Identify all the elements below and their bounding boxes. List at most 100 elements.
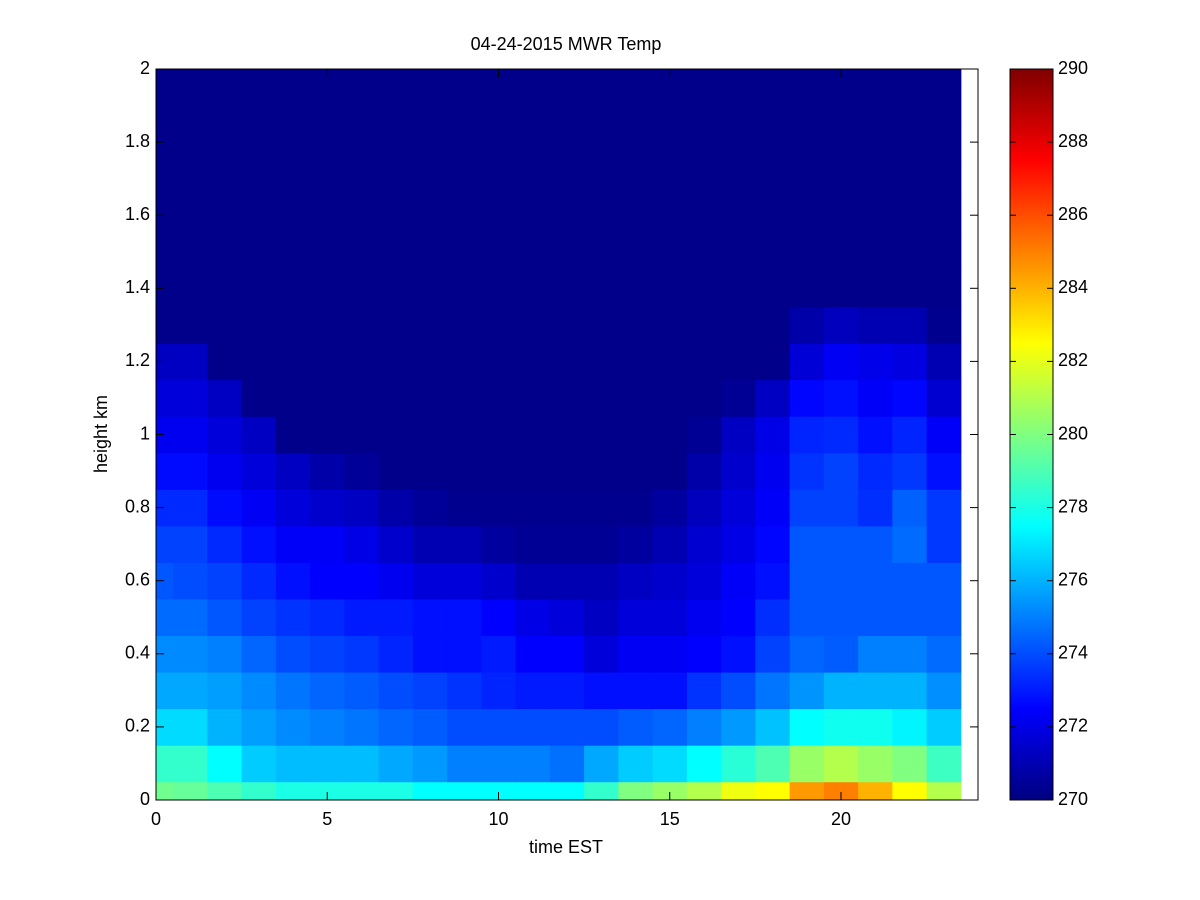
- heatmap-cell: [789, 781, 825, 801]
- heatmap-cell: [926, 781, 962, 801]
- heatmap-cell: [584, 196, 619, 234]
- y-tick-label: 0.6: [125, 569, 150, 589]
- heatmap-cell: [652, 708, 688, 746]
- heatmap-cell: [823, 343, 859, 381]
- heatmap-cell: [310, 635, 345, 673]
- heatmap-cell: [823, 233, 859, 271]
- heatmap-cell: [549, 87, 585, 125]
- heatmap-cell: [156, 233, 174, 271]
- y-tick-label: 1.8: [125, 131, 150, 151]
- heatmap-cell: [344, 123, 380, 161]
- heatmap-cell: [549, 416, 585, 454]
- heatmap-cell: [481, 525, 517, 563]
- heatmap-cell: [241, 598, 277, 637]
- heatmap-cell: [207, 196, 243, 234]
- heatmap-cell: [412, 160, 448, 198]
- heatmap-cell: [721, 69, 756, 88]
- heatmap-cell: [584, 160, 619, 198]
- heatmap-cell: [412, 452, 448, 490]
- heatmap-cell: [412, 270, 448, 308]
- heatmap-cell: [721, 562, 756, 600]
- heatmap-cell: [310, 562, 345, 600]
- heatmap-cell: [858, 270, 893, 308]
- heatmap-cell: [789, 196, 825, 234]
- heatmap-cell: [241, 160, 277, 198]
- heatmap-cell: [207, 672, 243, 710]
- heatmap-cell: [686, 306, 722, 344]
- heatmap-cell: [652, 672, 688, 710]
- heatmap-cell: [584, 672, 619, 710]
- heatmap-cell: [156, 306, 174, 344]
- heatmap-cell: [344, 598, 380, 637]
- heatmap-cell: [755, 196, 791, 234]
- heatmap-cell: [584, 562, 619, 600]
- heatmap-cell: [156, 598, 174, 637]
- heatmap-cell: [789, 562, 825, 600]
- y-tick-label: 0.2: [125, 716, 150, 736]
- heatmap-cell: [549, 598, 585, 637]
- heatmap-cell: [926, 196, 962, 234]
- heatmap-cell: [275, 416, 311, 454]
- heatmap-cell: [515, 196, 551, 234]
- heatmap-cell: [686, 525, 722, 563]
- heatmap-cell: [447, 87, 482, 125]
- heatmap-cell: [858, 69, 893, 88]
- heatmap-cell: [926, 562, 962, 600]
- heatmap-cell: [721, 781, 756, 801]
- heatmap-cell: [378, 160, 414, 198]
- colorbar-tick-label: 270: [1058, 789, 1088, 809]
- heatmap-cell: [618, 196, 654, 234]
- heatmap-cell: [926, 708, 962, 746]
- heatmap-cell: [481, 123, 517, 161]
- heatmap-cell: [823, 781, 859, 801]
- heatmap-cell: [447, 489, 482, 527]
- heatmap-cell: [515, 672, 551, 710]
- heatmap-cell: [892, 708, 928, 746]
- heatmap-cell: [412, 233, 448, 271]
- heatmap-cell: [652, 306, 688, 344]
- heatmap-cell: [892, 69, 928, 88]
- heatmap-cell: [789, 160, 825, 198]
- heatmap-cell: [310, 343, 345, 381]
- heatmap-cell: [823, 160, 859, 198]
- heatmap-cell: [755, 562, 791, 600]
- heatmap-cell: [686, 598, 722, 637]
- heatmap-cell: [310, 708, 345, 746]
- chart-title: 04-24-2015 MWR Temp: [471, 34, 662, 54]
- heatmap-cell: [755, 343, 791, 381]
- heatmap-cell: [755, 69, 791, 88]
- heatmap-cell: [310, 598, 345, 637]
- heatmap-cell: [823, 196, 859, 234]
- heatmap-cell: [652, 123, 688, 161]
- heatmap-cell: [686, 452, 722, 490]
- heatmap-cell: [378, 233, 414, 271]
- heatmap-cell: [515, 635, 551, 673]
- heatmap-cell: [652, 562, 688, 600]
- heatmap-cell: [823, 69, 859, 88]
- colorbar-tick-label: 278: [1058, 496, 1088, 516]
- heatmap-cell: [412, 672, 448, 710]
- heatmap-cell: [892, 379, 928, 417]
- heatmap-cell: [447, 416, 482, 454]
- heatmap-cell: [584, 708, 619, 746]
- heatmap-cell: [652, 781, 688, 801]
- heatmap-cell: [156, 69, 174, 88]
- heatmap-cell: [515, 708, 551, 746]
- heatmap-cell: [652, 270, 688, 308]
- heatmap-cell: [755, 87, 791, 125]
- heatmap-cell: [412, 416, 448, 454]
- heatmap-cell: [207, 416, 243, 454]
- heatmap-cell: [584, 270, 619, 308]
- heatmap-cell: [515, 452, 551, 490]
- heatmap-cell: [310, 233, 345, 271]
- heatmap-cell: [481, 452, 517, 490]
- heatmap-cell: [173, 562, 208, 600]
- heatmap-cell: [892, 452, 928, 490]
- heatmap-cell: [858, 233, 893, 271]
- heatmap-cell: [344, 196, 380, 234]
- heatmap-cell: [892, 562, 928, 600]
- heatmap-cell: [823, 525, 859, 563]
- heatmap-cell: [755, 525, 791, 563]
- heatmap-cell: [618, 452, 654, 490]
- heatmap-cell: [789, 270, 825, 308]
